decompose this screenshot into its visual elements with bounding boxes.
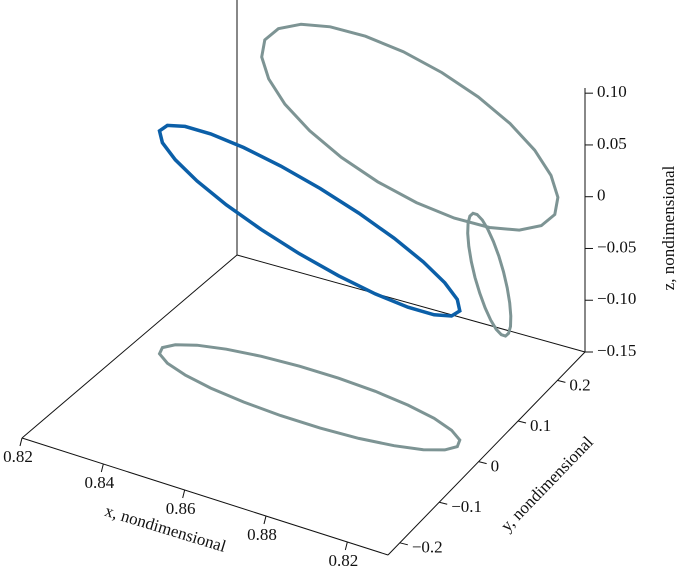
x-tick bbox=[263, 515, 267, 525]
z-axis-label: z, nondimensional bbox=[659, 165, 678, 290]
box-edge bbox=[21, 254, 238, 439]
projection-xy bbox=[157, 343, 462, 452]
x-axis bbox=[21, 437, 389, 556]
z-tick-label: −0.05 bbox=[597, 237, 636, 256]
y-tick bbox=[517, 420, 527, 424]
z-tick-label: −0.15 bbox=[597, 341, 636, 360]
x-tick-label: 0.84 bbox=[84, 473, 114, 492]
x-tick bbox=[19, 437, 23, 447]
y-tick bbox=[478, 461, 487, 465]
x-tick-label: 0.88 bbox=[247, 525, 277, 544]
orbit bbox=[157, 123, 462, 318]
y-tick-label: −0.1 bbox=[451, 497, 482, 516]
z-tick-label: 0.10 bbox=[597, 82, 627, 101]
y-tick-label: −0.2 bbox=[412, 538, 443, 557]
x-tick-label: 0.82 bbox=[3, 447, 33, 466]
x-tick-label: 0.82 bbox=[328, 551, 358, 570]
x-tick bbox=[344, 541, 348, 551]
y-axis bbox=[387, 351, 586, 556]
y-tick-label: 0.1 bbox=[530, 416, 551, 435]
y-axis-label: y, nondimensional bbox=[497, 432, 597, 535]
axes-box bbox=[21, 0, 586, 556]
z-tick-label: −0.10 bbox=[597, 289, 636, 308]
y-tick bbox=[557, 379, 566, 383]
box-edge bbox=[236, 254, 586, 353]
x-tick bbox=[100, 463, 104, 473]
projection-yz bbox=[466, 211, 513, 338]
y-tick-label: 0.2 bbox=[569, 375, 590, 394]
x-tick-label: 0.86 bbox=[166, 499, 196, 518]
z-tick-label: 0 bbox=[597, 186, 606, 205]
y-tick bbox=[399, 542, 408, 546]
projection-xz bbox=[260, 22, 560, 232]
y-tick bbox=[439, 501, 448, 505]
x-tick bbox=[182, 489, 186, 499]
z-tick-label: 0.05 bbox=[597, 134, 627, 153]
y-tick-label: 0 bbox=[491, 457, 500, 476]
